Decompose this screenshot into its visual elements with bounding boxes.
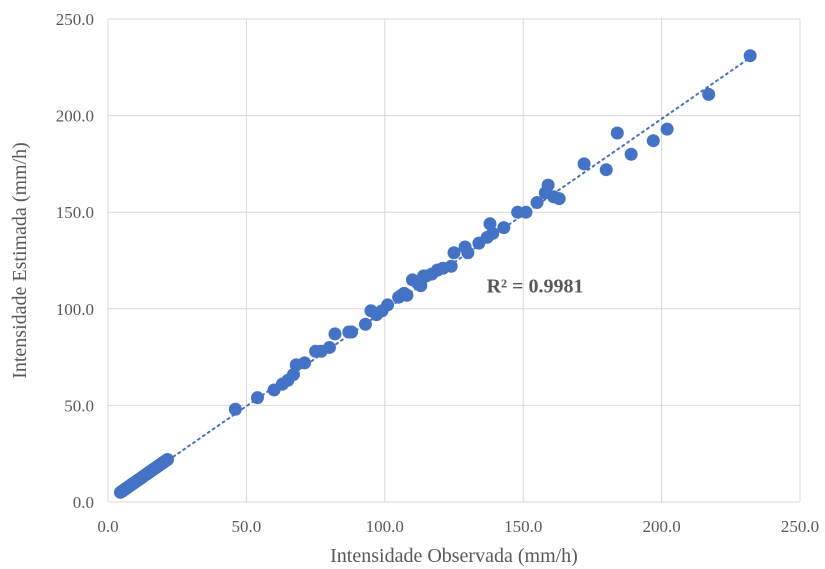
data-point [552, 192, 566, 206]
data-point [743, 49, 757, 63]
x-tick-label: 100.0 [366, 517, 404, 536]
r-squared-annotation: R² = 0.9981 [487, 276, 584, 298]
data-point [541, 178, 555, 192]
x-axis-title: Intensidade Observada (mm/h) [330, 545, 578, 567]
data-point [577, 157, 591, 171]
data-point [702, 87, 716, 101]
data-points [113, 49, 757, 499]
data-point [161, 452, 175, 466]
y-tick-label: 50.0 [64, 396, 94, 415]
data-point [444, 259, 458, 273]
data-point [381, 298, 395, 312]
data-point [646, 134, 660, 148]
data-point [519, 205, 533, 219]
data-point [228, 402, 242, 416]
data-point [322, 340, 336, 354]
x-tick-label: 200.0 [642, 517, 680, 536]
data-point [400, 288, 414, 302]
data-point [530, 196, 544, 210]
data-point [599, 163, 613, 177]
data-point [298, 356, 312, 370]
data-point [345, 325, 359, 339]
data-point [497, 221, 511, 235]
y-tick-label: 100.0 [56, 300, 94, 319]
grid-lines [107, 18, 801, 503]
x-tick-label: 0.0 [97, 517, 118, 536]
y-axis-title: Intensidade Estimada (mm/h) [9, 142, 31, 379]
data-point [660, 122, 674, 136]
data-point [328, 327, 342, 341]
data-point [461, 246, 475, 260]
y-tick-label: 250.0 [56, 10, 94, 29]
tick-labels: 0.0 50.0 100.0 150.0 200.0 250.0 0.0 50.0 100.0 1… [56, 10, 819, 536]
data-point [358, 317, 372, 331]
x-tick-label: 50.0 [232, 517, 262, 536]
x-tick-label: 150.0 [504, 517, 542, 536]
x-tick-label: 250.0 [781, 517, 819, 536]
data-point [624, 147, 638, 161]
data-point [610, 126, 624, 140]
y-tick-label: 0.0 [73, 493, 94, 512]
y-tick-label: 200.0 [56, 107, 94, 126]
data-point [447, 246, 461, 260]
data-point [486, 226, 500, 240]
data-point [250, 391, 264, 405]
y-tick-label: 150.0 [56, 203, 94, 222]
